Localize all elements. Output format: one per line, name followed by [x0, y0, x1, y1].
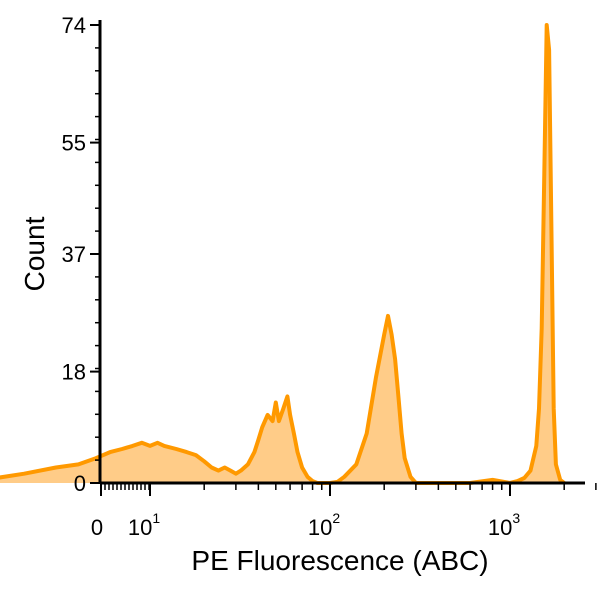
y-tick-label: 37: [62, 242, 86, 267]
x-axis-title: PE Fluorescence (ABC): [191, 545, 488, 576]
x-axis: 0101102103104: [91, 481, 597, 540]
y-tick-label: 55: [62, 131, 86, 156]
x-tick-label: 0: [91, 515, 103, 540]
y-axis-title: Count: [19, 216, 50, 291]
y-tick-label: 74: [62, 13, 86, 38]
series-line-0: [0, 23, 566, 485]
x-tick-label: 101: [128, 510, 160, 540]
y-tick-label: 0: [74, 471, 86, 496]
y-axis: 0 18 37 55 74: [62, 13, 102, 496]
y-tick-label: 18: [62, 360, 86, 385]
x-tick-label: 102: [308, 510, 340, 540]
plot-area: [0, 23, 566, 485]
x-tick-label: 103: [488, 510, 520, 540]
